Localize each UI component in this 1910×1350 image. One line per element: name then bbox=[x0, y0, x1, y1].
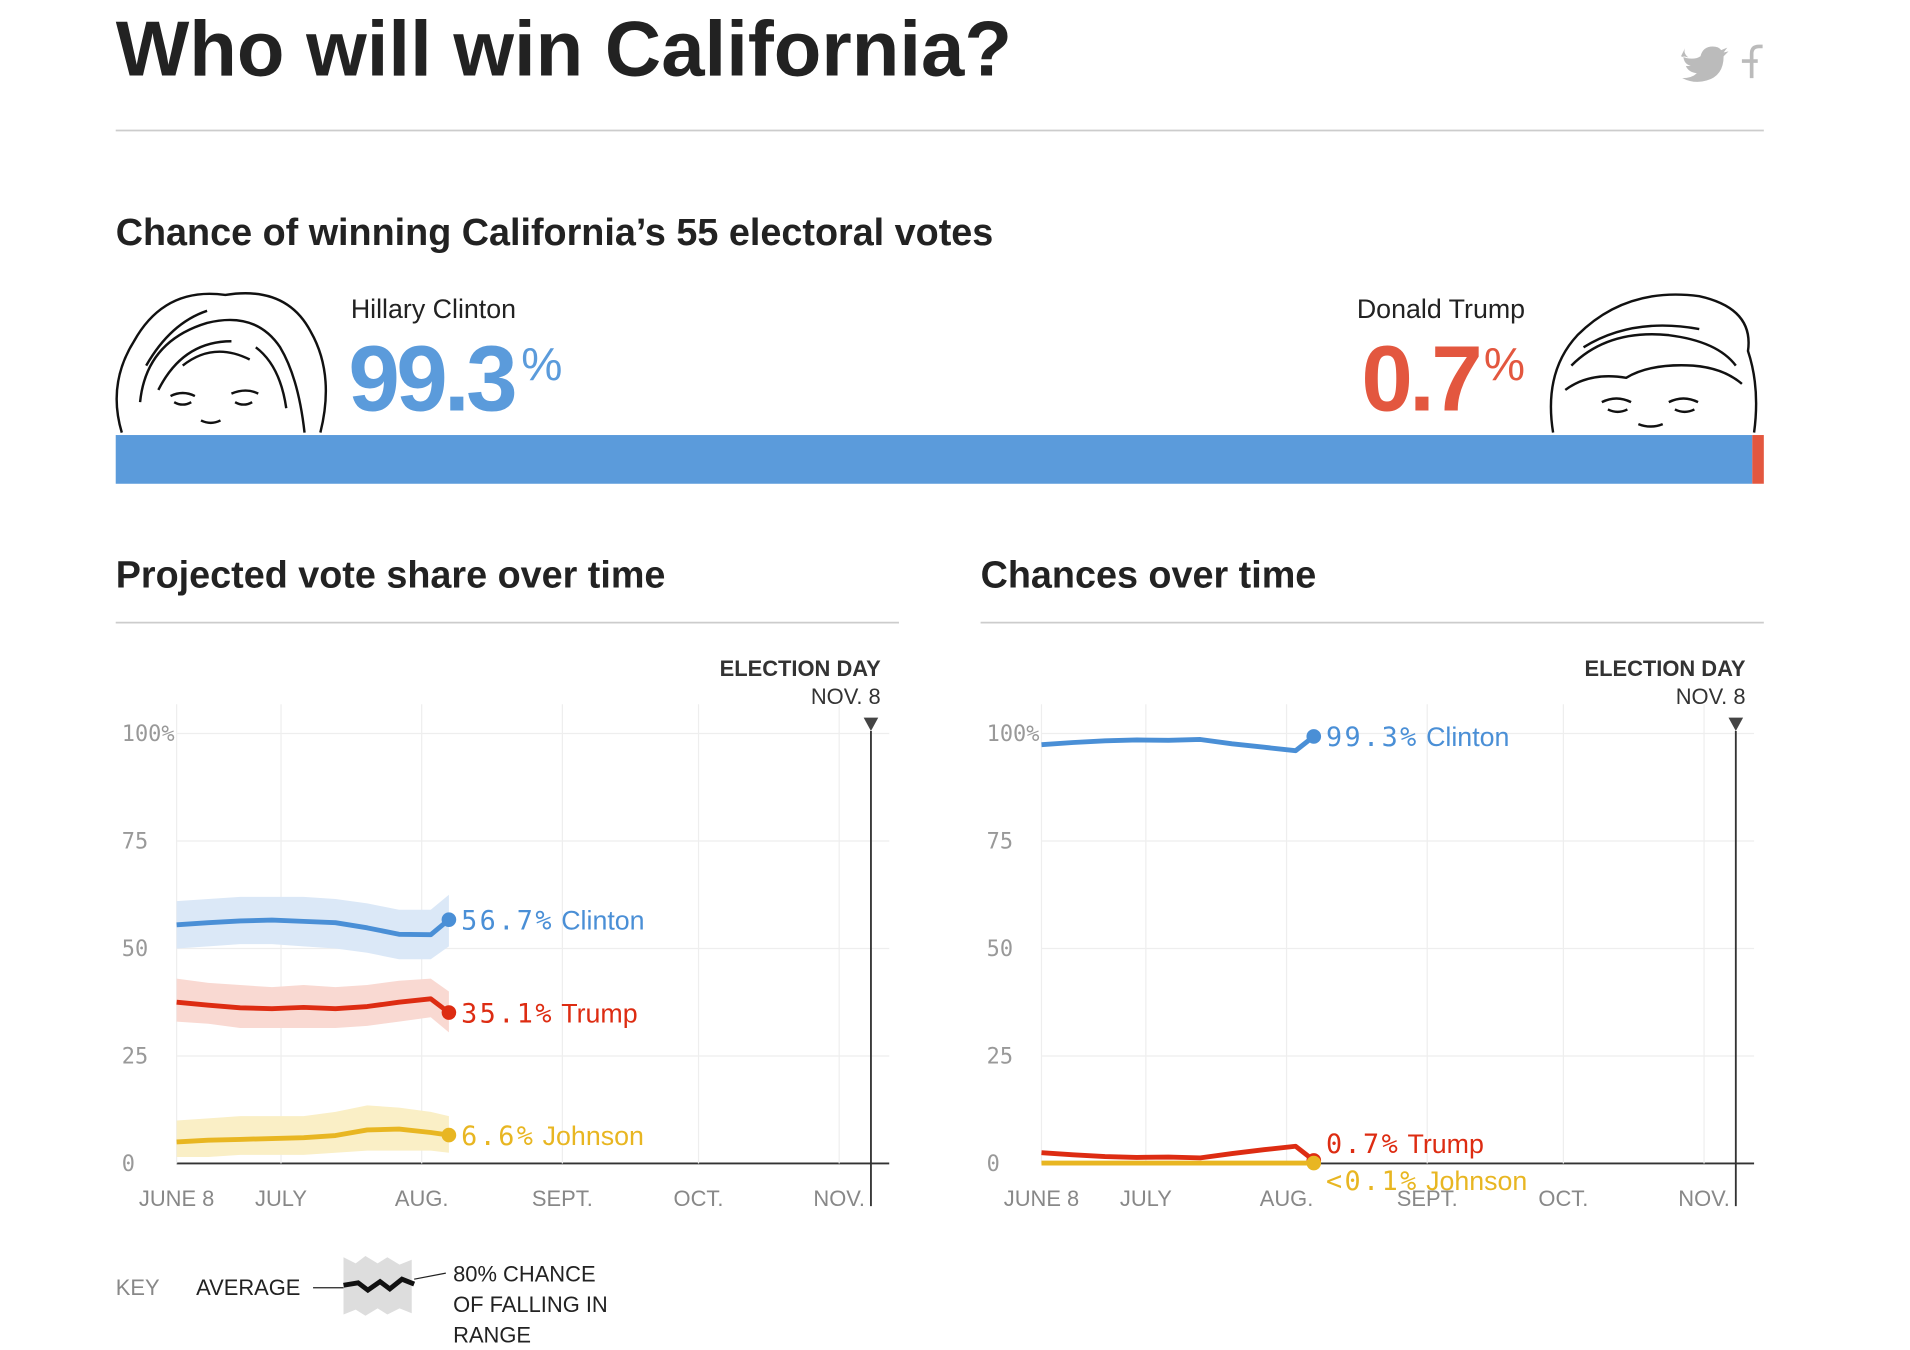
twitter-icon[interactable] bbox=[1680, 46, 1729, 82]
key: KEY AVERAGE 80% CHANCE OF FALLING IN RAN… bbox=[116, 1256, 608, 1348]
y-tick-label: 0 bbox=[987, 1152, 1000, 1177]
confidence-band bbox=[176, 1105, 449, 1158]
y-tick-label: 75 bbox=[987, 829, 1013, 854]
value-label: <0.1% bbox=[1326, 1166, 1419, 1197]
series-line bbox=[176, 917, 451, 938]
series-line bbox=[1041, 1143, 1316, 1163]
probability-label: 99.3 bbox=[348, 327, 515, 431]
value-label: 6.6% bbox=[461, 1121, 535, 1152]
annotation: ELECTION DAY bbox=[720, 656, 881, 681]
end-dot bbox=[1306, 729, 1322, 744]
key-label: KEY bbox=[116, 1275, 160, 1300]
x-tick-label: AUG. bbox=[395, 1186, 449, 1211]
key-range: 80% CHANCE bbox=[453, 1262, 595, 1287]
end-label: 0.7% Trump bbox=[1326, 1129, 1484, 1160]
value-label: 0.7% bbox=[1326, 1129, 1400, 1160]
series-name: Johnson bbox=[543, 1121, 644, 1151]
end-dot bbox=[1306, 1155, 1322, 1171]
value-label: 99.3% bbox=[1326, 722, 1419, 753]
end-label: 6.6% Johnson bbox=[461, 1121, 644, 1152]
x-tick-label: OCT. bbox=[674, 1186, 724, 1211]
end-label: 56.7% Clinton bbox=[461, 905, 644, 936]
series-name: Johnson bbox=[1426, 1166, 1527, 1196]
end-dot bbox=[441, 1127, 457, 1143]
series-name: Trump bbox=[561, 998, 637, 1028]
key-range: OF FALLING IN bbox=[453, 1292, 608, 1317]
x-tick-label: SEPT. bbox=[1397, 1186, 1458, 1211]
election-day-marker bbox=[863, 717, 879, 732]
y-tick-label: 25 bbox=[122, 1044, 148, 1069]
annotation: ELECTION DAY bbox=[1584, 656, 1745, 681]
trump-sketch bbox=[1549, 293, 1758, 433]
election-day-marker bbox=[1728, 717, 1744, 732]
series-line bbox=[1041, 734, 1316, 754]
x-tick-label: JULY bbox=[255, 1186, 307, 1211]
series-line bbox=[176, 1126, 450, 1145]
end-label: 99.3% Clinton bbox=[1326, 722, 1509, 753]
candidate-name: Hillary Clinton bbox=[351, 294, 516, 324]
x-tick-label: NOV. bbox=[813, 1186, 865, 1211]
clinton-sketch bbox=[115, 292, 328, 433]
key-line bbox=[343, 1276, 416, 1294]
series-name: Trump bbox=[1408, 1129, 1484, 1159]
x-tick-label: JUNE 8 bbox=[1004, 1186, 1079, 1211]
probability-bar bbox=[1752, 435, 1764, 484]
page-title: Who will win California? bbox=[116, 5, 1012, 93]
end-dot bbox=[441, 912, 457, 927]
value-label: 56.7% bbox=[461, 905, 554, 936]
facebook-icon[interactable] bbox=[1741, 44, 1763, 79]
end-label: <0.1% Johnson bbox=[1326, 1166, 1527, 1197]
y-tick-label: 100% bbox=[987, 722, 1040, 747]
y-tick-label: 50 bbox=[987, 937, 1013, 962]
chart-title: Chances over time bbox=[981, 554, 1317, 596]
annotation: NOV. 8 bbox=[811, 684, 881, 709]
x-tick-label: SEPT. bbox=[532, 1186, 593, 1211]
x-tick-label: OCT. bbox=[1538, 1186, 1588, 1211]
confidence-band bbox=[176, 894, 449, 960]
end-dot bbox=[441, 1005, 457, 1020]
y-tick-label: 100% bbox=[122, 722, 175, 747]
x-tick-label: JULY bbox=[1120, 1186, 1172, 1211]
unit-label: % bbox=[521, 338, 562, 390]
x-tick-label: NOV. bbox=[1678, 1186, 1730, 1211]
value-label: 35.1% bbox=[461, 998, 554, 1029]
key-range: RANGE bbox=[453, 1323, 531, 1348]
series-name: Clinton bbox=[1426, 722, 1509, 752]
y-tick-label: 50 bbox=[122, 937, 148, 962]
annotation: NOV. 8 bbox=[1676, 684, 1746, 709]
candidate-name: Donald Trump bbox=[1357, 294, 1525, 324]
x-tick-label: AUG. bbox=[1260, 1186, 1314, 1211]
chart-title: Projected vote share over time bbox=[116, 554, 666, 596]
end-label: 35.1% Trump bbox=[461, 998, 638, 1029]
section-title: Chance of winning California’s 55 electo… bbox=[116, 212, 994, 254]
key-average: AVERAGE bbox=[196, 1275, 300, 1300]
series-line bbox=[176, 996, 451, 1015]
y-tick-label: 75 bbox=[122, 829, 148, 854]
series-name: Clinton bbox=[561, 905, 644, 935]
y-tick-label: 25 bbox=[987, 1044, 1013, 1069]
unit-label: % bbox=[1484, 338, 1525, 390]
probability-label: 0.7 bbox=[1361, 327, 1479, 431]
y-tick-label: 0 bbox=[122, 1152, 135, 1177]
probability-bar bbox=[115, 435, 1753, 484]
key-connector bbox=[414, 1272, 446, 1280]
x-tick-label: JUNE 8 bbox=[139, 1186, 214, 1211]
